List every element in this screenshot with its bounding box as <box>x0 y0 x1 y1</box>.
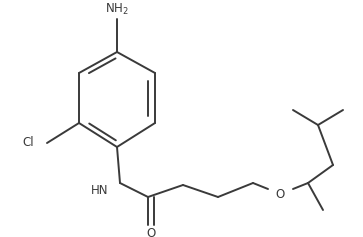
Text: O: O <box>146 227 155 237</box>
Text: Cl: Cl <box>22 137 34 150</box>
Text: HN: HN <box>90 183 108 196</box>
Text: O: O <box>276 188 285 201</box>
Text: NH$_2$: NH$_2$ <box>105 2 129 17</box>
